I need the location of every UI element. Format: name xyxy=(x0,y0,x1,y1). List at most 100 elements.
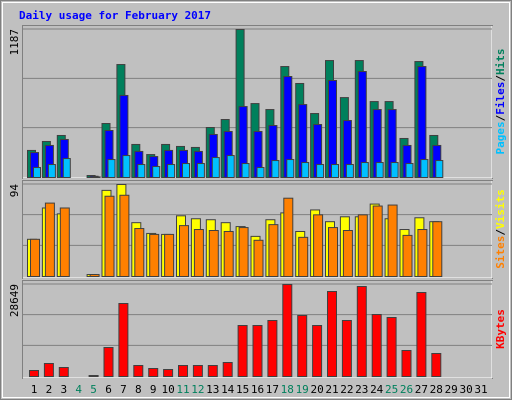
bar xyxy=(62,158,71,178)
bar xyxy=(237,324,248,378)
x-tick-label: 12 xyxy=(191,383,204,396)
bar xyxy=(405,163,414,179)
x-tick-label: 28 xyxy=(430,383,443,396)
bar xyxy=(297,314,308,378)
x-tick-label: 21 xyxy=(325,383,338,396)
chart-title: Daily usage for February 2017 xyxy=(19,9,211,22)
x-tick-label: 24 xyxy=(370,383,384,396)
x-tick-label: 16 xyxy=(251,383,264,396)
bar xyxy=(44,202,55,278)
bar xyxy=(416,291,427,377)
bar xyxy=(30,238,40,278)
bar xyxy=(179,225,189,277)
bar xyxy=(386,316,397,377)
bar xyxy=(267,320,278,378)
x-tick-label: 9 xyxy=(150,383,157,396)
x-tick-label: 26 xyxy=(400,383,413,396)
legend-separator: / xyxy=(494,114,507,121)
x-tick-label: 18 xyxy=(281,383,294,396)
y-tick-label: 1187 xyxy=(8,29,21,56)
legend-entry: Pages xyxy=(494,121,507,154)
x-tick-label: 7 xyxy=(120,383,127,396)
x-tick-label: 13 xyxy=(206,383,219,396)
x-tick-label: 2 xyxy=(46,383,53,396)
bar xyxy=(256,167,265,178)
bar xyxy=(282,284,293,377)
bar xyxy=(345,164,354,178)
bar xyxy=(208,230,219,277)
bar xyxy=(223,230,234,278)
bar xyxy=(88,375,99,377)
bar xyxy=(163,368,174,378)
x-tick-label: 10 xyxy=(161,383,174,396)
bar xyxy=(268,224,279,277)
bar xyxy=(253,239,264,277)
bar xyxy=(182,163,190,179)
legend-separator: / xyxy=(494,229,507,236)
x-tick-label: 14 xyxy=(221,383,235,396)
bar xyxy=(47,164,56,178)
x-tick-label: 3 xyxy=(60,383,67,396)
bar xyxy=(375,162,384,179)
bar xyxy=(193,229,204,277)
legend: KBytes xyxy=(494,309,507,349)
x-tick-label: 1 xyxy=(31,383,38,396)
bar xyxy=(178,365,188,378)
bar xyxy=(327,291,337,377)
bar xyxy=(58,366,69,378)
bar xyxy=(387,204,398,277)
bar xyxy=(104,195,115,277)
bar xyxy=(43,363,54,377)
bar xyxy=(59,207,70,277)
x-tick-label: 8 xyxy=(135,383,142,396)
x-tick-label: 4 xyxy=(75,383,82,396)
bar xyxy=(148,368,159,378)
bar xyxy=(316,164,325,178)
bar xyxy=(298,236,309,277)
bar xyxy=(226,155,235,178)
bar xyxy=(342,230,353,277)
bar xyxy=(207,365,218,378)
bar xyxy=(33,167,41,178)
bar xyxy=(137,164,146,178)
bar xyxy=(29,370,39,377)
bar xyxy=(356,286,367,378)
bar xyxy=(401,350,412,377)
bar xyxy=(192,365,203,378)
x-tick-label: 5 xyxy=(90,383,97,396)
y-tick-label: 28649 xyxy=(8,284,21,317)
bar xyxy=(313,214,324,277)
x-tick-label: 30 xyxy=(459,383,472,396)
legend-entry: Visits xyxy=(494,189,507,229)
bar xyxy=(328,227,338,277)
bar xyxy=(149,233,160,277)
bar xyxy=(357,214,368,277)
x-tick-label: 17 xyxy=(266,383,279,396)
x-tick-label: 31 xyxy=(474,383,487,396)
bar xyxy=(271,160,280,179)
bar xyxy=(312,324,323,378)
bar xyxy=(118,303,129,378)
bar xyxy=(360,162,369,179)
x-tick-label: 22 xyxy=(340,383,353,396)
bar xyxy=(357,71,367,178)
bar xyxy=(238,227,249,277)
legend: Sites/Visits xyxy=(494,189,507,269)
bar xyxy=(134,228,145,278)
x-tick-label: 11 xyxy=(176,383,189,396)
x-tick-label: 19 xyxy=(296,383,309,396)
x-tick-label: 27 xyxy=(415,383,428,396)
legend-entry: KBytes xyxy=(494,309,507,349)
bar xyxy=(164,233,175,277)
bar xyxy=(417,229,428,277)
bar xyxy=(122,155,131,178)
bar xyxy=(328,79,337,178)
bar xyxy=(432,221,443,277)
bar xyxy=(211,157,220,179)
bar xyxy=(372,205,383,278)
bar xyxy=(152,166,161,178)
bar xyxy=(286,159,295,178)
bar xyxy=(390,162,399,179)
